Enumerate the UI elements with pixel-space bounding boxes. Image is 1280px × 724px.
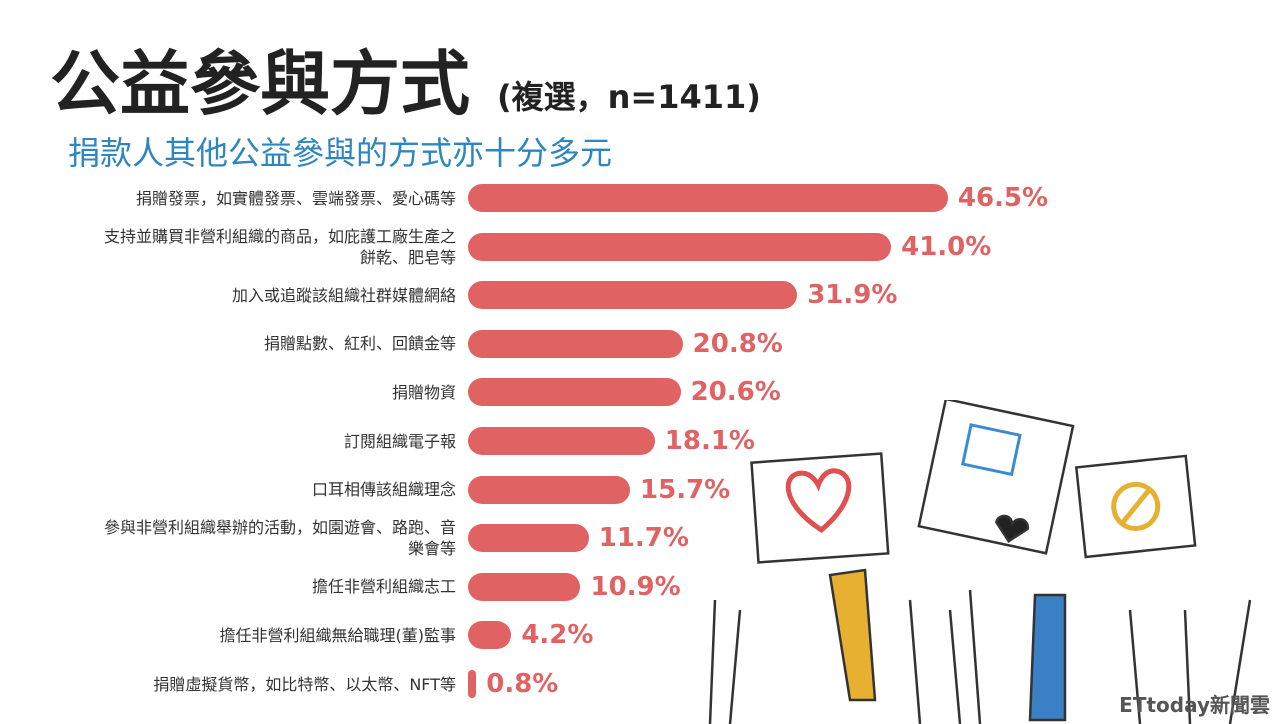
bar bbox=[468, 329, 683, 358]
y-tick-label: 訂閱組織電子報 bbox=[343, 431, 456, 451]
illustration bbox=[708, 400, 1252, 724]
title-note: (複選，n=1411) bbox=[497, 78, 761, 116]
bar bbox=[468, 621, 512, 650]
bar bbox=[468, 184, 948, 212]
value-label: 0.8% bbox=[486, 669, 559, 699]
bar bbox=[468, 670, 477, 698]
y-tick-label: 支持並購買非營利組織的商品，如庇護工廠生產之餅乾、肥皂等 bbox=[103, 226, 456, 267]
value-label: 10.9% bbox=[590, 571, 681, 602]
bar bbox=[468, 524, 589, 553]
y-tick-label: 口耳相傳該組織理念 bbox=[311, 480, 456, 500]
value-label: 46.5% bbox=[957, 183, 1049, 213]
bar bbox=[468, 378, 681, 407]
bar bbox=[468, 572, 581, 601]
subtitle: 捐款人其他公益參與的方式亦十分多元 bbox=[68, 134, 613, 172]
value-label: 20.8% bbox=[692, 328, 783, 359]
value-label: 15.7% bbox=[640, 474, 731, 505]
bar bbox=[468, 232, 892, 261]
y-tick-label: 加入或追蹤該組織社群媒體網絡 bbox=[231, 285, 456, 305]
bar bbox=[468, 427, 655, 455]
value-label: 18.1% bbox=[664, 426, 755, 456]
arm-yellow bbox=[828, 568, 877, 702]
bar bbox=[468, 475, 631, 504]
arm-blue bbox=[1028, 593, 1067, 722]
y-tick-label: 捐贈物資 bbox=[391, 382, 456, 402]
value-label: 20.6% bbox=[690, 377, 781, 408]
value-label: 11.7% bbox=[598, 523, 689, 554]
arms bbox=[708, 589, 1252, 724]
value-label: 31.9% bbox=[807, 280, 898, 311]
y-tick-label: 擔任非營利組織無給職理(董)監事 bbox=[219, 625, 457, 645]
value-label: 41.0% bbox=[901, 231, 992, 262]
y-tick-label: 捐贈虛擬貨幣，如比特幣、以太幣、NFT等 bbox=[153, 674, 456, 694]
chart-title: 公益參與方式 bbox=[50, 43, 470, 125]
sign-chat bbox=[917, 400, 1075, 555]
y-tick-label: 擔任非營利組織志工 bbox=[311, 577, 456, 597]
y-tick-label: 參與非營利組織舉辦的活動，如園遊會、路跑、音樂會等 bbox=[103, 518, 456, 559]
y-tick-label: 捐贈發票，如實體發票、雲端發票、愛心碼等 bbox=[135, 188, 456, 208]
sign-heart bbox=[750, 452, 890, 564]
watermark: ETtoday新聞雲 bbox=[1119, 693, 1270, 717]
value-label: 4.2% bbox=[521, 620, 594, 651]
bar bbox=[468, 281, 798, 310]
y-tick-label: 捐贈點數、紅利、回饋金等 bbox=[263, 334, 456, 354]
sign-no bbox=[1074, 454, 1197, 559]
